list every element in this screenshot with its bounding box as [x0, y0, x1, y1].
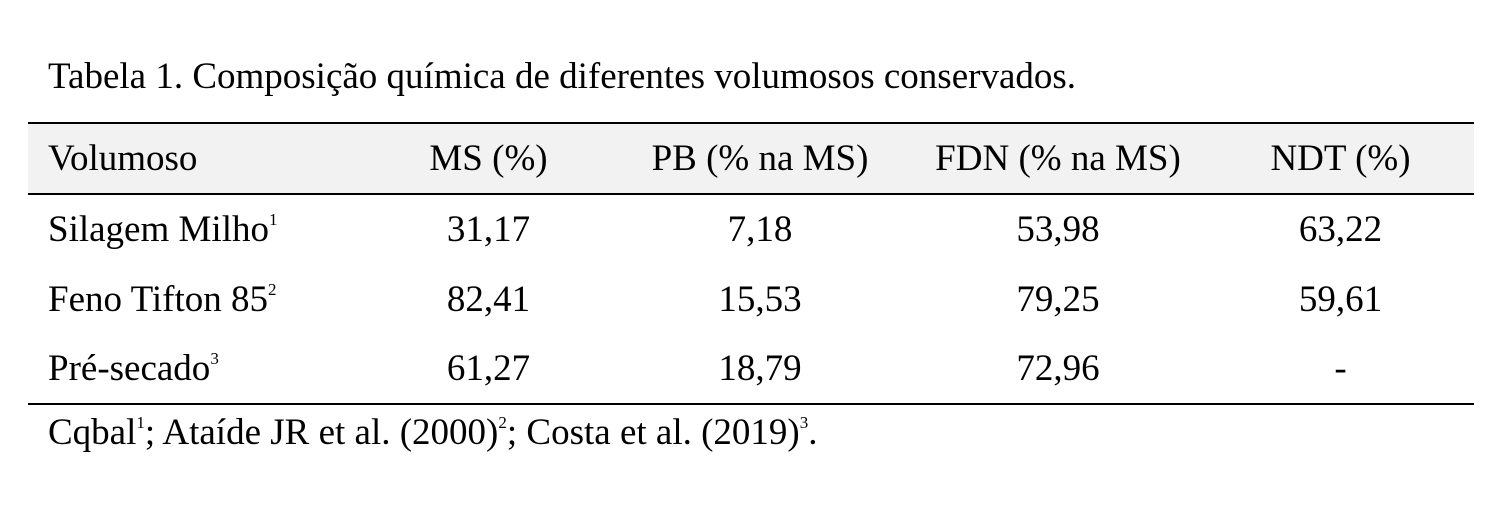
row-name-cell: Pré-secado3	[28, 334, 366, 405]
header-ms: MS (%)	[366, 122, 611, 195]
row-name: Feno Tifton 85	[48, 278, 269, 320]
row-name: Silagem Milho	[48, 209, 269, 250]
footnote-ref-1: 1	[136, 413, 145, 432]
footnote-end: .	[808, 412, 818, 453]
header-volumoso: Volumoso	[28, 122, 366, 195]
header-row: Volumoso MS (%) PB (% na MS) FDN (% na M…	[28, 122, 1474, 195]
footnote-source-1: Cqbal	[48, 412, 137, 453]
ndt-cell: -	[1207, 334, 1474, 405]
table-row: Silagem Milho1 31,17 7,18 53,98 63,22	[28, 194, 1474, 264]
row-name-cell: Feno Tifton 852	[28, 264, 366, 334]
composition-table: Volumoso MS (%) PB (% na MS) FDN (% na M…	[28, 122, 1474, 405]
footnote-source-3: ; Costa et al. (2019)	[506, 412, 800, 453]
table-row: Pré-secado3 61,27 18,79 72,96 -	[28, 334, 1474, 405]
header-pb: PB (% na MS)	[611, 122, 909, 195]
ndt-cell: 59,61	[1298, 278, 1383, 320]
fdn-cell: 72,96	[909, 334, 1207, 405]
footnote-ref-2: 2	[498, 413, 507, 432]
ms-cell: 82,41	[446, 278, 531, 320]
footnote-source-2: ; Ataíde JR et al. (2000)	[144, 412, 499, 453]
header-fdn: FDN (% na MS)	[909, 122, 1207, 195]
row-name: Pré-secado	[48, 348, 211, 389]
footnote-ref-3: 3	[799, 413, 809, 432]
row-ref: 3	[210, 349, 219, 368]
fdn-cell: 53,98	[1016, 209, 1100, 250]
header-ndt: NDT (%)	[1207, 122, 1474, 195]
ndt-cell: 63,22	[1298, 209, 1383, 250]
table-body: Silagem Milho1 31,17 7,18 53,98 63,22 Fe…	[28, 194, 1474, 405]
pb-cell: 15,53	[718, 278, 802, 320]
table-header: Volumoso MS (%) PB (% na MS) FDN (% na M…	[28, 122, 1474, 195]
ms-cell: 31,17	[446, 209, 531, 250]
table-row: Feno Tifton 852 82,41 15,53 79,25 59,61	[28, 264, 1474, 334]
table-caption: Tabela 1. Composição química de diferent…	[48, 56, 1077, 97]
pb-cell: 18,79	[611, 334, 909, 405]
fdn-cell: 79,25	[1016, 278, 1100, 320]
table-footnote: Cqbal1; Ataíde JR et al. (2000)2; Costa …	[48, 408, 818, 458]
pb-cell: 7,18	[727, 209, 793, 250]
row-ref: 1	[268, 210, 278, 229]
row-ref: 2	[268, 279, 277, 299]
row-name-cell: Silagem Milho1	[28, 194, 366, 264]
ms-cell: 61,27	[366, 334, 611, 405]
